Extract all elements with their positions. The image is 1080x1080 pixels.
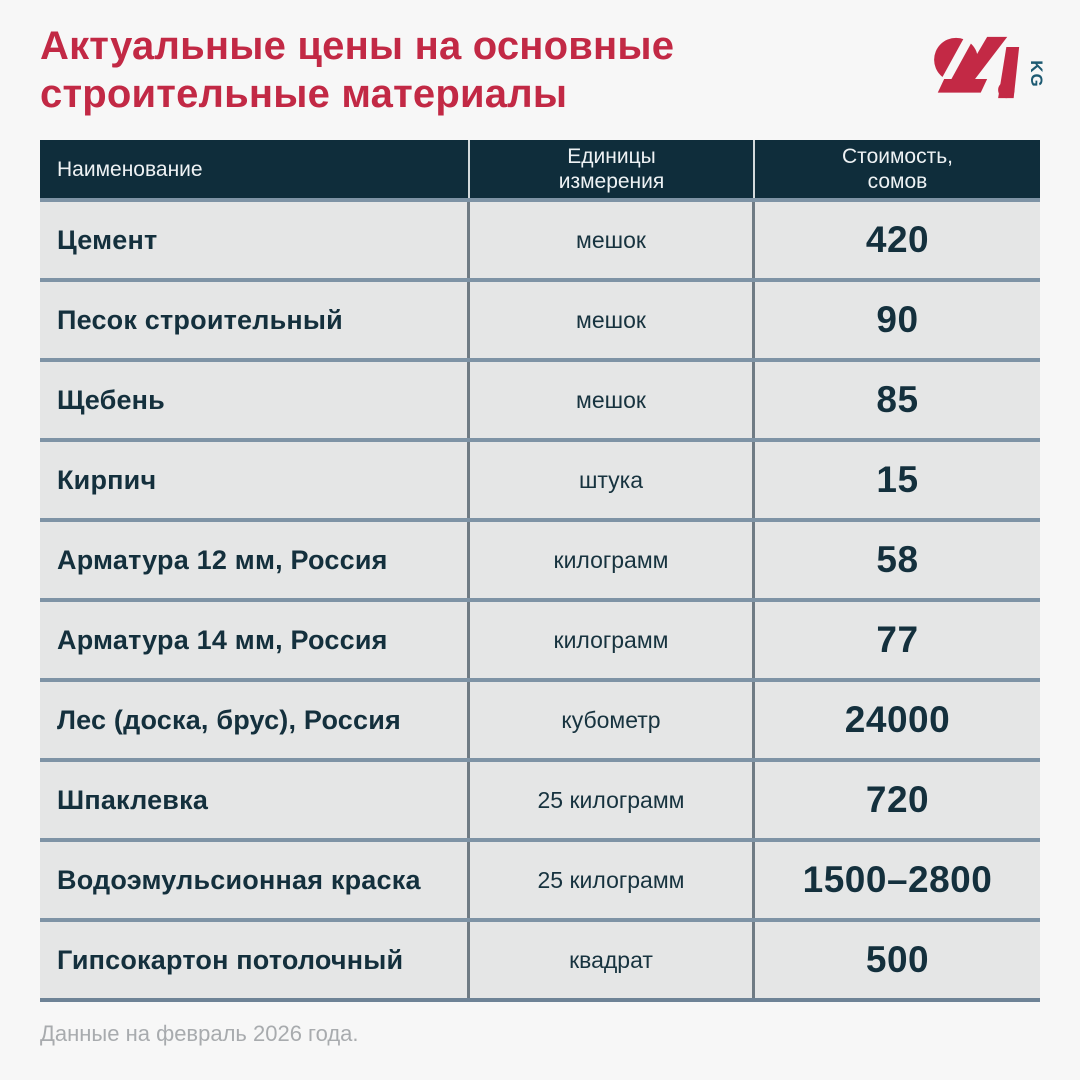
material-name: Шпаклевка <box>40 762 470 838</box>
material-price: 24000 <box>844 699 951 740</box>
material-price: 720 <box>865 779 930 820</box>
material-unit: квадрат <box>470 922 755 998</box>
material-unit: килограмм <box>470 602 755 678</box>
table-row: Песок строительный мешок 90 <box>40 278 1040 358</box>
material-name: Водоэмульсионная краска <box>40 842 470 918</box>
material-name: Песок строительный <box>40 282 470 358</box>
table-row: Щебень мешок 85 <box>40 358 1040 438</box>
page-title: Актуальные цены на основные строительные… <box>40 24 675 116</box>
material-price: 85 <box>876 379 919 420</box>
material-price: 77 <box>876 619 919 660</box>
material-name: Гипсокартон потолочный <box>40 922 470 998</box>
material-price: 420 <box>865 219 930 260</box>
material-name: Щебень <box>40 362 470 438</box>
column-header-name: Наименование <box>40 140 470 198</box>
column-header-price: Стоимость, сомов <box>842 145 953 193</box>
material-unit: 25 килограмм <box>470 762 755 838</box>
material-name: Лес (доска, брус), Россия <box>40 682 470 758</box>
table-row: Водоэмульсионная краска 25 килограмм 150… <box>40 838 1040 918</box>
table-row: Арматура 14 мм, Россия килограмм 77 <box>40 598 1040 678</box>
footnote: Данные на февраль 2026 года. <box>40 1021 359 1046</box>
material-price: 15 <box>876 459 919 500</box>
table-row: Лес (доска, брус), Россия кубометр 24000 <box>40 678 1040 758</box>
table-header: Наименование Единицы измерения Стоимость… <box>40 140 1040 198</box>
material-name: Арматура 14 мм, Россия <box>40 602 470 678</box>
table-row: Гипсокартон потолочный квадрат 500 <box>40 918 1040 998</box>
table-row: Цемент мешок 420 <box>40 198 1040 278</box>
material-unit: мешок <box>470 362 755 438</box>
column-header-unit: Единицы измерения <box>470 140 755 198</box>
material-unit: кубометр <box>470 682 755 758</box>
material-unit: 25 килограмм <box>470 842 755 918</box>
material-unit: килограмм <box>470 522 755 598</box>
material-unit: мешок <box>470 202 755 278</box>
prices-table: Наименование Единицы измерения Стоимость… <box>40 140 1040 1002</box>
table-row: Кирпич штука 15 <box>40 438 1040 518</box>
logo-24kg: KG <box>934 34 1046 104</box>
material-price: 500 <box>865 939 930 980</box>
logo-kg-label: KG <box>1026 60 1046 88</box>
material-unit: штука <box>470 442 755 518</box>
material-price: 58 <box>876 539 919 580</box>
material-price: 1500–2800 <box>802 859 993 900</box>
table-row: Шпаклевка 25 килограмм 720 <box>40 758 1040 838</box>
material-name: Кирпич <box>40 442 470 518</box>
material-price: 90 <box>876 299 919 340</box>
logo-24-icon <box>934 36 1020 99</box>
material-name: Цемент <box>40 202 470 278</box>
material-unit: мешок <box>470 282 755 358</box>
table-row: Арматура 12 мм, Россия килограмм 58 <box>40 518 1040 598</box>
table-body: Цемент мешок 420 Песок строительный мешо… <box>40 198 1040 1002</box>
material-name: Арматура 12 мм, Россия <box>40 522 470 598</box>
